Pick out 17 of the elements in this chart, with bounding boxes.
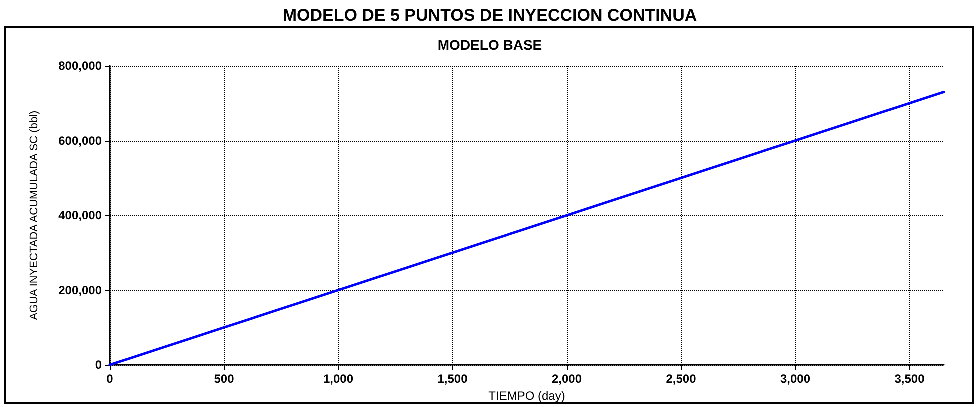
x-tick-label: 2,000 [552,372,582,386]
y-tick-label: 400,000 [58,208,102,223]
y-tick-label: 800,000 [58,59,102,73]
x-tick-label: 0 [106,372,114,386]
x-tick-label: 3,000 [780,372,811,386]
x-tick-label: 1,000 [323,372,354,386]
x-tick-label: 3,500 [894,372,926,386]
x-tick-label: 2,500 [666,372,697,386]
chart-title: MODELO DE 5 PUNTOS DE INYECCION CONTINUA [282,6,698,25]
chart-subtitle: MODELO BASE [438,37,542,53]
y-tick-label: 600,000 [58,134,102,148]
x-axis-title: TIEMPO (day) [488,389,566,403]
y-tick-label: 200,000 [58,283,102,298]
y-tick-label: 0 [95,358,102,372]
y-axis-title: AGUA INYECTADA ACUMULADA SC (bbl) [28,110,40,320]
x-tick-label: 1,500 [438,372,468,386]
x-tick-label: 500 [214,372,235,386]
